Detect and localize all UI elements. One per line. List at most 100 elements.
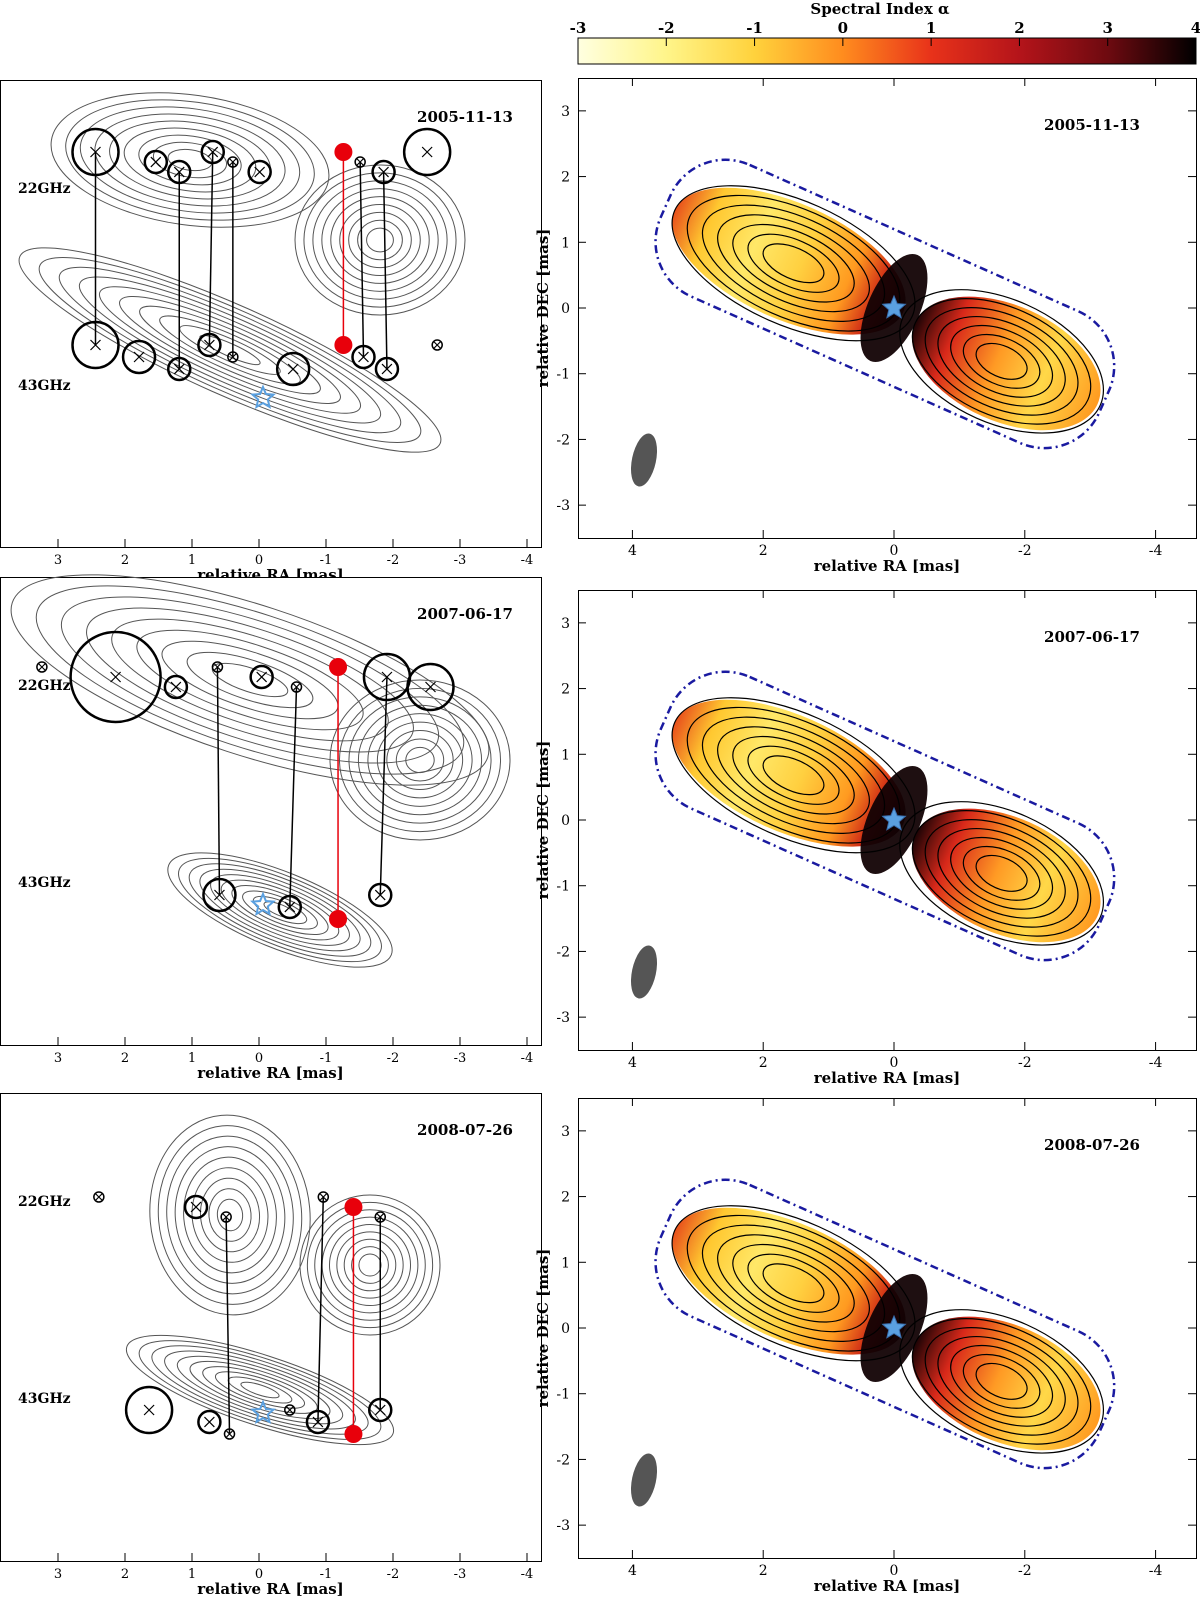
- contour: [183, 1156, 277, 1274]
- contour: [975, 854, 1028, 892]
- band-label-43ghz: 43GHz: [18, 1391, 71, 1407]
- contour: [188, 863, 372, 957]
- contour: [701, 716, 886, 834]
- y-tick-label: -1: [556, 879, 570, 895]
- contour: [339, 203, 421, 277]
- x-tick-label: 2: [121, 553, 129, 568]
- cross-mark: [110, 671, 122, 683]
- band-label-43ghz: 43GHz: [18, 378, 71, 394]
- contour: [358, 1253, 382, 1277]
- contour: [151, 1345, 369, 1435]
- contour: [717, 726, 870, 825]
- contour: [924, 1327, 1079, 1436]
- contour: [336, 1231, 404, 1299]
- model-component: [317, 1191, 330, 1203]
- contour: [330, 196, 430, 284]
- cross-mark: [133, 351, 145, 363]
- contour: [220, 879, 340, 941]
- jet-region: [672, 1207, 906, 1355]
- contour: [136, 629, 364, 731]
- model-component: [71, 320, 120, 370]
- model-component: [354, 156, 366, 168]
- contour: [166, 1135, 294, 1295]
- y-tick-label: 1: [561, 235, 570, 251]
- cross-mark: [425, 681, 436, 693]
- red-component: [344, 1198, 363, 1216]
- cross-mark: [254, 166, 266, 178]
- dashdot-boundary: [654, 670, 1116, 962]
- beam-ellipse: [630, 945, 658, 999]
- y-tick-label: 3: [561, 104, 570, 120]
- contour: [167, 852, 393, 968]
- right-panels: 2005-11-13 4 2 0 -2 -4 3 2 1 0 -1 -2 -3 relative RA […: [534, 78, 1197, 1595]
- epoch-label: 2007-06-17: [417, 605, 513, 623]
- contour: [65, 99, 315, 221]
- x-tick-label: -1: [320, 1051, 333, 1066]
- contour: [348, 696, 492, 824]
- model-component: [223, 1428, 236, 1440]
- x-tick-label: 1: [188, 553, 196, 568]
- contour: [762, 755, 825, 796]
- contour: [899, 289, 1105, 434]
- cross-mark: [150, 156, 162, 168]
- y-tick-label: -3: [556, 498, 570, 514]
- y-tick-label: 1: [561, 747, 570, 763]
- contour: [139, 305, 321, 395]
- cross-mark: [173, 166, 185, 178]
- model-component: [36, 661, 48, 673]
- contour: [79, 106, 301, 214]
- jet-region: [911, 296, 1101, 431]
- band-label-22ghz: 22GHz: [18, 181, 71, 197]
- contour: [240, 1381, 280, 1399]
- x-tick-label: -4: [1149, 1563, 1163, 1579]
- y-tick-label: 0: [561, 1321, 570, 1337]
- contour: [35, 585, 465, 775]
- cross-mark: [256, 671, 268, 683]
- contour: [366, 227, 394, 253]
- model-component: [211, 661, 224, 673]
- contour: [149, 1114, 311, 1316]
- model-component: [183, 1194, 209, 1220]
- y-tick-label: 2: [561, 682, 570, 698]
- contour: [717, 1234, 870, 1333]
- contour: [189, 1360, 331, 1420]
- x-tick-label: 2: [759, 543, 768, 559]
- colorbar-tick-label: 2: [1014, 19, 1024, 37]
- contour: [343, 1238, 397, 1292]
- plot-frame: [0, 1093, 542, 1562]
- cross-mark: [95, 1193, 103, 1201]
- y-tick-label: 2: [561, 1190, 570, 1206]
- contour: [911, 810, 1092, 937]
- x-axis-label: relative RA [mas]: [814, 557, 961, 575]
- plot-frame: [0, 80, 542, 548]
- left-panels: 2005-11-13 22GHz 43GHz 3 2 1 0 -1 -2 -3 -4 relative…: [0, 80, 542, 1598]
- contour: [18, 247, 442, 453]
- cross-mark: [90, 339, 101, 351]
- cross-mark: [90, 146, 101, 158]
- beam-ellipse: [630, 1453, 658, 1507]
- contour: [671, 697, 916, 854]
- contour: [214, 1371, 306, 1409]
- y-tick-label: -2: [556, 1452, 570, 1468]
- y-tick-label: -1: [556, 367, 570, 383]
- contour: [962, 1353, 1041, 1409]
- contour: [152, 141, 228, 179]
- x-tick-label: 4: [628, 1563, 637, 1579]
- cross-mark: [229, 158, 237, 166]
- x-tick-label: -4: [521, 1051, 534, 1066]
- contour-layer: [18, 92, 466, 453]
- x-tick-label: 0: [255, 1567, 263, 1582]
- x-axis-label: relative RA [mas]: [197, 1580, 344, 1598]
- y-tick-label: -1: [556, 1387, 570, 1403]
- contour: [351, 1246, 389, 1284]
- beam-ellipse: [630, 433, 658, 487]
- jet-region: [911, 808, 1101, 943]
- epoch-label: 2008-07-26: [417, 1121, 513, 1139]
- model-component: [371, 159, 396, 185]
- contour: [924, 307, 1079, 416]
- contour: [717, 214, 870, 313]
- contour: [38, 257, 422, 443]
- x-tick-label: -2: [387, 1051, 400, 1066]
- contour: [376, 721, 464, 799]
- cross-mark: [173, 363, 185, 375]
